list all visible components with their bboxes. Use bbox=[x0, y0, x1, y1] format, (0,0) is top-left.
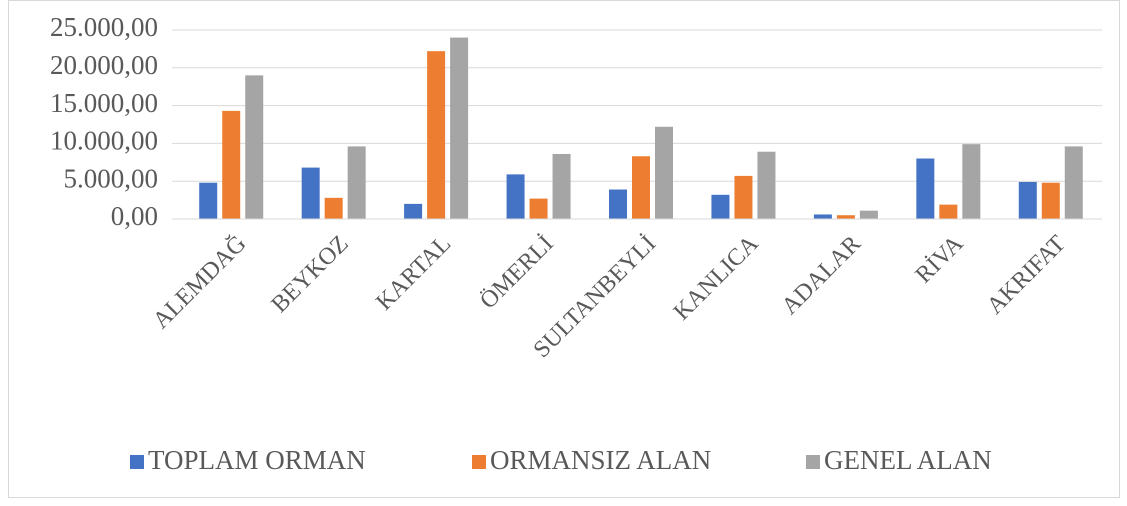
bar bbox=[813, 214, 832, 219]
bar bbox=[655, 126, 673, 219]
bar bbox=[552, 153, 571, 219]
bar bbox=[245, 75, 264, 219]
legend-label: GENEL ALAN bbox=[824, 445, 992, 475]
bar bbox=[632, 156, 650, 219]
legend-swatch bbox=[130, 455, 144, 469]
bar bbox=[427, 51, 446, 219]
bar bbox=[450, 37, 469, 220]
bar bbox=[609, 189, 627, 219]
y-tick-label: 15.000,00 bbox=[50, 88, 158, 118]
bar bbox=[347, 146, 366, 219]
y-tick-label: 20.000,00 bbox=[50, 50, 158, 80]
legend-swatch bbox=[806, 455, 820, 469]
bar bbox=[757, 151, 776, 219]
legend-label: ORMANSIZ ALAN bbox=[490, 445, 711, 475]
y-tick-label: 10.000,00 bbox=[50, 126, 158, 156]
bar bbox=[962, 144, 981, 219]
y-tick-label: 0,00 bbox=[111, 201, 158, 231]
y-tick-label: 5.000,00 bbox=[64, 163, 159, 193]
y-tick-label: 25.000,00 bbox=[50, 12, 158, 42]
legend-label: TOPLAM ORMAN bbox=[148, 445, 366, 475]
bar bbox=[734, 175, 753, 219]
bar bbox=[529, 198, 548, 219]
bar bbox=[222, 110, 241, 219]
bar bbox=[939, 204, 958, 219]
bar bbox=[199, 182, 218, 219]
legend-swatch bbox=[472, 455, 486, 469]
bar bbox=[1064, 146, 1083, 219]
bar bbox=[1018, 181, 1037, 219]
bar bbox=[324, 197, 343, 219]
bar bbox=[836, 215, 855, 219]
bar bbox=[711, 194, 730, 219]
chart-border bbox=[8, 0, 1120, 498]
bar bbox=[506, 174, 525, 219]
bar bbox=[859, 210, 878, 219]
bar bbox=[404, 203, 423, 219]
bar bbox=[916, 158, 935, 219]
bar bbox=[1041, 182, 1060, 219]
bar bbox=[301, 167, 320, 219]
